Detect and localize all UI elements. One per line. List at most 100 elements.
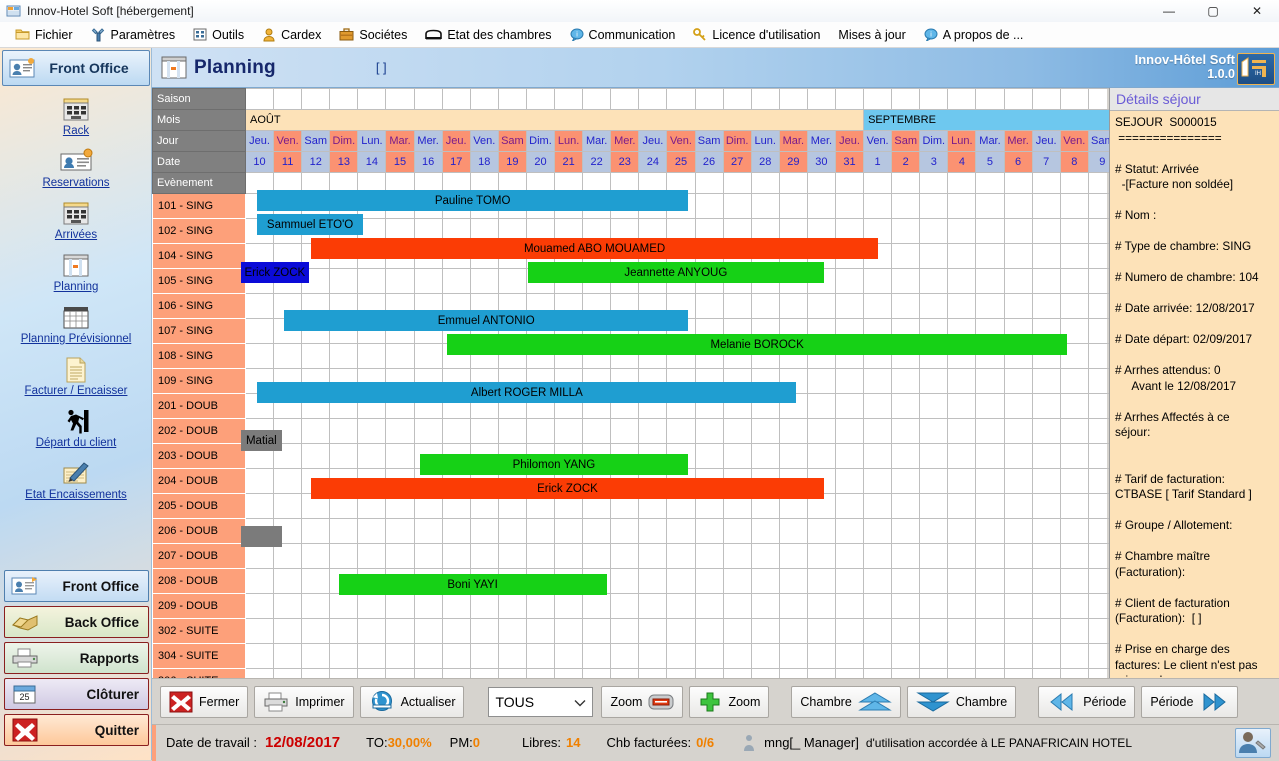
reservation-bar[interactable]: Emmuel ANTONIO (284, 310, 689, 331)
saison-cell[interactable] (582, 88, 612, 110)
planning-cell[interactable] (947, 218, 977, 244)
planning-cell[interactable] (244, 643, 275, 669)
planning-cell[interactable] (919, 193, 949, 219)
evenement-cell[interactable] (750, 172, 780, 194)
room-label-cell[interactable]: 208 - DOUB (152, 568, 246, 594)
module-button-front-office[interactable]: Front Office (4, 570, 149, 602)
planning-cell[interactable] (891, 568, 921, 594)
planning-cell[interactable] (329, 443, 359, 469)
evenement-cell[interactable] (863, 172, 893, 194)
planning-cell[interactable] (778, 418, 808, 444)
planning-cell[interactable] (1031, 368, 1061, 394)
room-label-cell[interactable]: 204 - DOUB (152, 468, 246, 494)
planning-cell[interactable] (582, 418, 612, 444)
planning-cell[interactable] (1031, 618, 1061, 644)
planning-cell[interactable] (919, 468, 949, 494)
maximize-button[interactable]: ▢ (1207, 4, 1219, 18)
planning-cell[interactable] (301, 343, 331, 369)
planning-cell[interactable] (385, 643, 415, 669)
planning-cell[interactable] (610, 568, 640, 594)
planning-cell[interactable] (806, 593, 836, 619)
planning-cell[interactable] (329, 418, 359, 444)
reservation-bar[interactable]: Mouamed ABO MOUAMED (311, 238, 878, 259)
planning-cell[interactable] (694, 568, 724, 594)
planning-cell[interactable] (1059, 393, 1089, 419)
room-label-cell[interactable]: 203 - DOUB (152, 443, 246, 469)
room-label-cell[interactable]: 206 - DOUB (152, 518, 246, 544)
planning-cell[interactable] (1059, 243, 1089, 269)
planning-cell[interactable] (947, 593, 977, 619)
planning-cell[interactable] (919, 268, 949, 294)
planning-cell[interactable] (638, 568, 668, 594)
planning-cell[interactable] (273, 643, 303, 669)
planning-cell[interactable] (1059, 543, 1089, 569)
planning-cell[interactable] (806, 293, 836, 319)
room-label-cell[interactable]: 106 - SING (152, 293, 246, 319)
planning-cell[interactable] (806, 418, 836, 444)
planning-cell[interactable] (244, 493, 275, 519)
saison-cell[interactable] (919, 88, 949, 110)
period-prev-button[interactable]: Période (1038, 685, 1136, 718)
planning-cell[interactable] (778, 543, 808, 569)
planning-cell[interactable] (1003, 293, 1033, 319)
planning-cell[interactable] (694, 618, 724, 644)
planning-cell[interactable] (301, 618, 331, 644)
planning-cell[interactable] (357, 593, 387, 619)
planning-cell[interactable] (947, 443, 977, 469)
planning-cell[interactable] (891, 393, 921, 419)
planning-cell[interactable] (469, 543, 499, 569)
planning-cell[interactable] (975, 268, 1005, 294)
room-down-button[interactable]: Chambre (906, 685, 1017, 718)
menu-item-a-propos[interactable]: i A propos de ... (915, 22, 1033, 48)
planning-cell[interactable] (1031, 418, 1061, 444)
saison-cell[interactable] (638, 88, 668, 110)
planning-cell[interactable] (1031, 593, 1061, 619)
planning-cell[interactable] (329, 593, 359, 619)
planning-cell[interactable] (1031, 193, 1061, 219)
planning-cell[interactable] (666, 418, 696, 444)
planning-cell[interactable] (1059, 418, 1089, 444)
planning-cell[interactable] (722, 193, 752, 219)
planning-cell[interactable] (301, 443, 331, 469)
planning-cell[interactable] (244, 593, 275, 619)
planning-cell[interactable] (863, 618, 893, 644)
planning-cell[interactable] (863, 293, 893, 319)
planning-cell[interactable] (750, 618, 780, 644)
menu-item-etat-des-chambres[interactable]: Etat des chambres (416, 22, 560, 48)
planning-cell[interactable] (1031, 493, 1061, 519)
planning-cell[interactable] (722, 568, 752, 594)
planning-cell[interactable] (1031, 218, 1061, 244)
planning-cell[interactable] (891, 518, 921, 544)
planning-cell[interactable] (273, 343, 303, 369)
planning-cell[interactable] (806, 518, 836, 544)
planning-cell[interactable] (1031, 243, 1061, 269)
planning-cell[interactable] (441, 618, 471, 644)
saison-cell[interactable] (497, 88, 527, 110)
evenement-cell[interactable] (806, 172, 836, 194)
planning-cell[interactable] (1059, 443, 1089, 469)
planning-cell[interactable] (273, 568, 303, 594)
saison-cell[interactable] (750, 88, 780, 110)
planning-cell[interactable] (919, 368, 949, 394)
room-label-cell[interactable]: 108 - SING (152, 343, 246, 369)
planning-cell[interactable] (1003, 643, 1033, 669)
planning-cell[interactable] (525, 518, 556, 544)
planning-cell[interactable] (778, 518, 808, 544)
planning-cell[interactable] (1031, 443, 1061, 469)
sidebar-item-arrivees[interactable]: Arrivées (0, 196, 152, 241)
filter-select[interactable]: TOUS (488, 686, 594, 717)
planning-cell[interactable] (919, 643, 949, 669)
planning-cell[interactable] (244, 468, 275, 494)
planning-cell[interactable] (1003, 493, 1033, 519)
planning-cell[interactable] (441, 593, 471, 619)
planning-cell[interactable] (694, 643, 724, 669)
planning-cell[interactable] (891, 368, 921, 394)
menu-item-mises-a-jour[interactable]: Mises à jour (829, 22, 914, 48)
saison-cell[interactable] (834, 88, 865, 110)
planning-cell[interactable] (1003, 593, 1033, 619)
planning-cell[interactable] (806, 568, 836, 594)
planning-cell[interactable] (863, 443, 893, 469)
planning-cell[interactable] (1059, 468, 1089, 494)
planning-cell[interactable] (1003, 268, 1033, 294)
saison-cell[interactable] (722, 88, 752, 110)
